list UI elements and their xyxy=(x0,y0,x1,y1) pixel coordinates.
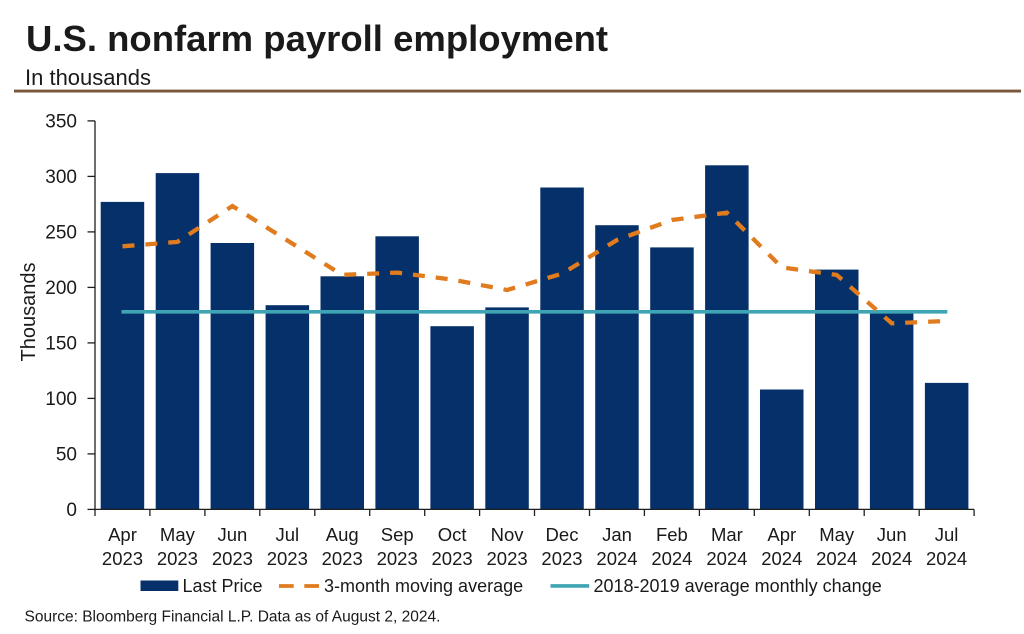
svg-text:0: 0 xyxy=(66,500,77,521)
svg-text:2024: 2024 xyxy=(706,548,747,569)
svg-text:2023: 2023 xyxy=(432,548,473,569)
svg-text:Jun: Jun xyxy=(217,524,247,545)
svg-text:2023: 2023 xyxy=(322,548,363,569)
svg-text:Oct: Oct xyxy=(438,524,467,545)
svg-text:300: 300 xyxy=(45,167,77,188)
svg-text:200: 200 xyxy=(45,278,77,299)
svg-text:Dec: Dec xyxy=(546,524,579,545)
svg-text:Jul: Jul xyxy=(275,524,299,545)
svg-text:150: 150 xyxy=(45,334,77,355)
svg-text:100: 100 xyxy=(45,389,77,410)
svg-text:Jan: Jan xyxy=(602,524,632,545)
svg-text:350: 350 xyxy=(45,112,77,133)
svg-text:Aug: Aug xyxy=(326,524,359,545)
svg-text:2023: 2023 xyxy=(157,548,198,569)
svg-text:2023: 2023 xyxy=(377,548,418,569)
svg-text:2024: 2024 xyxy=(761,548,802,569)
svg-text:Thousands: Thousands xyxy=(18,263,40,362)
svg-text:2024: 2024 xyxy=(596,548,637,569)
svg-text:Apr: Apr xyxy=(108,524,137,545)
svg-text:Source: Bloomberg Financial L.: Source: Bloomberg Financial L.P. Data as… xyxy=(25,609,441,626)
svg-text:2024: 2024 xyxy=(816,548,857,569)
svg-text:Jun: Jun xyxy=(877,524,907,545)
svg-text:2023: 2023 xyxy=(212,548,253,569)
svg-text:2023: 2023 xyxy=(102,548,143,569)
svg-text:2018-2019 average monthly chan: 2018-2019 average monthly change xyxy=(594,576,882,596)
svg-text:Feb: Feb xyxy=(656,524,688,545)
svg-text:2024: 2024 xyxy=(926,548,967,569)
svg-text:Mar: Mar xyxy=(711,524,743,545)
svg-text:May: May xyxy=(160,524,196,545)
svg-text:2023: 2023 xyxy=(267,548,308,569)
svg-text:2023: 2023 xyxy=(541,548,582,569)
svg-text:50: 50 xyxy=(56,445,77,466)
svg-text:In thousands: In thousands xyxy=(25,65,151,90)
svg-text:Last Price: Last Price xyxy=(183,576,263,596)
svg-text:3-month moving average: 3-month moving average xyxy=(324,576,523,596)
svg-text:May: May xyxy=(819,524,855,545)
svg-text:250: 250 xyxy=(45,223,77,244)
svg-text:2023: 2023 xyxy=(487,548,528,569)
svg-text:Sep: Sep xyxy=(381,524,414,545)
svg-text:Jul: Jul xyxy=(935,524,959,545)
svg-text:2024: 2024 xyxy=(651,548,692,569)
svg-text:2024: 2024 xyxy=(871,548,912,569)
svg-text:Nov: Nov xyxy=(491,524,525,545)
svg-text:Apr: Apr xyxy=(767,524,796,545)
svg-text:U.S. nonfarm payroll employmen: U.S. nonfarm payroll employment xyxy=(26,18,608,59)
